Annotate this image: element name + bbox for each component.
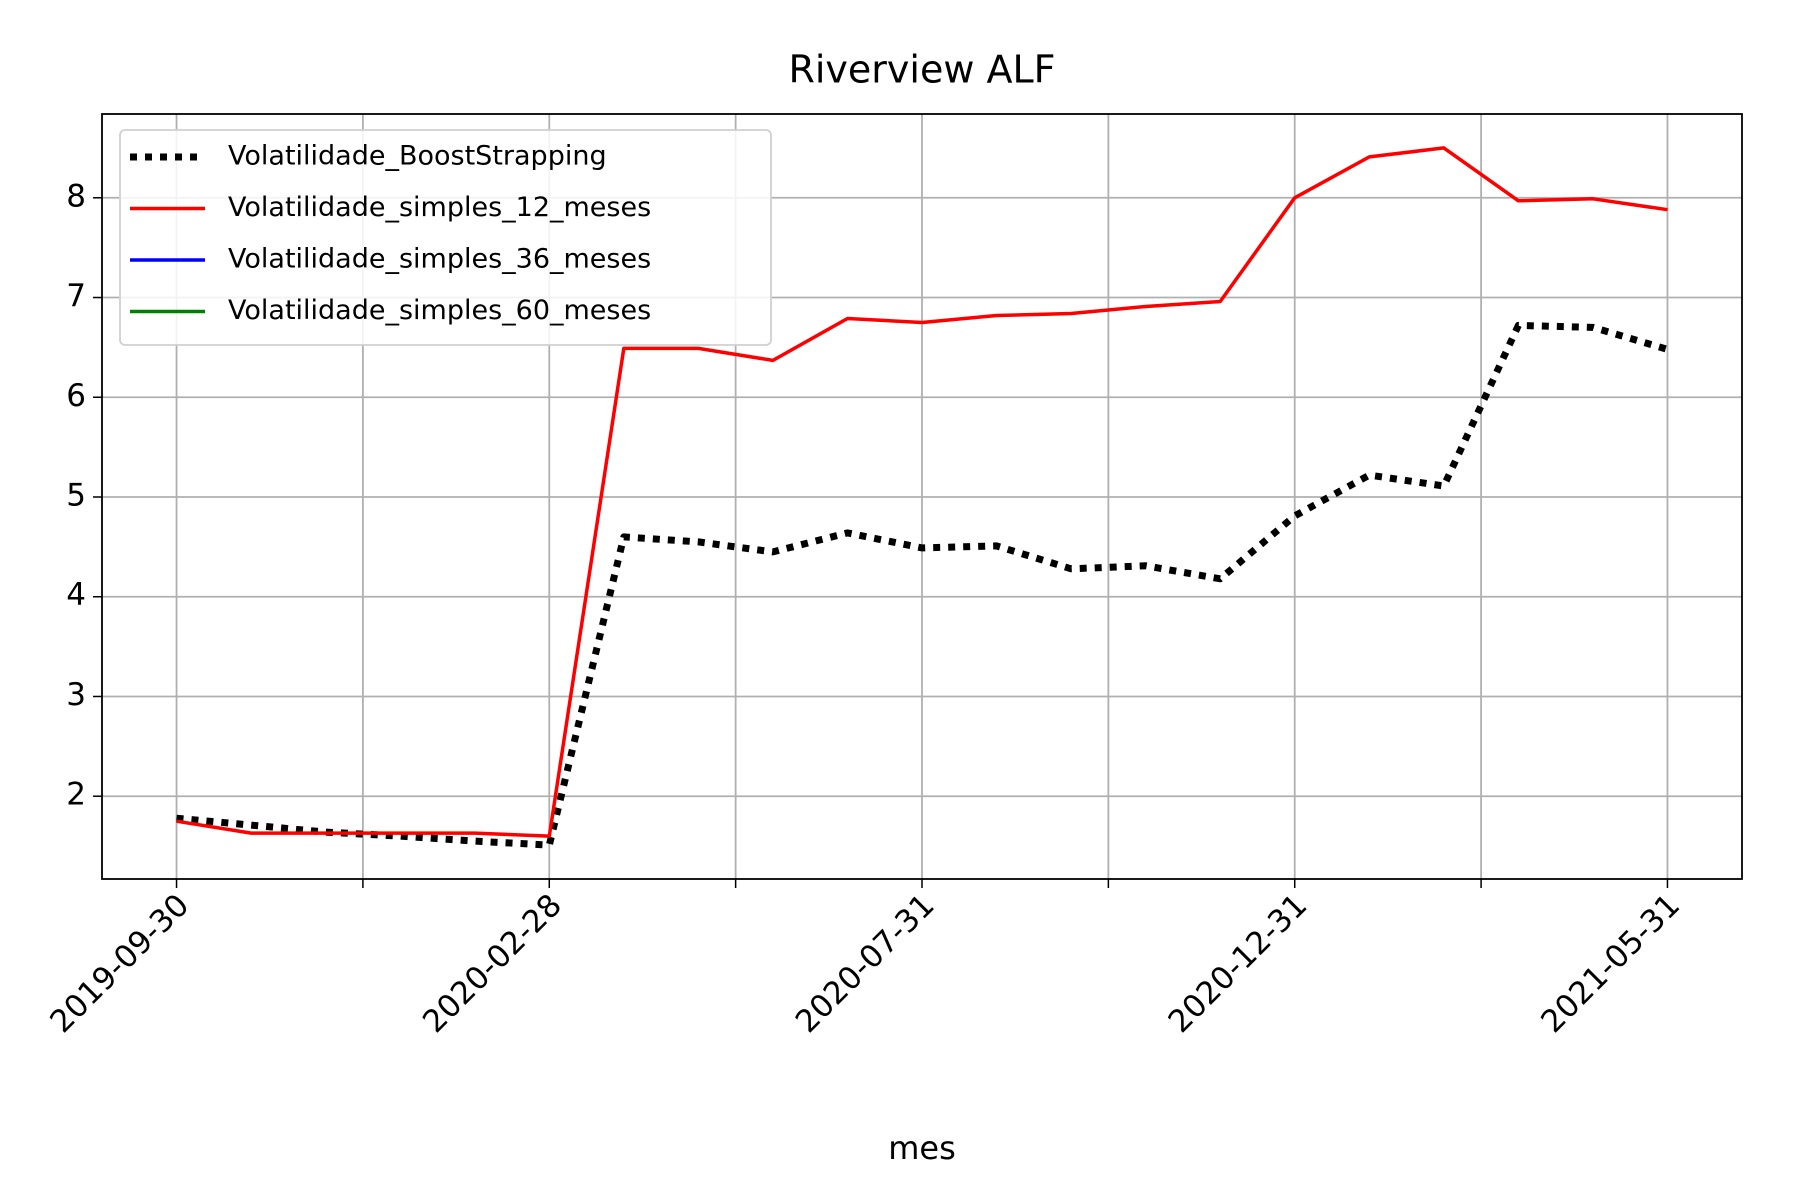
y-tick-label: 8: [66, 178, 86, 214]
line-series: [176, 321, 1669, 849]
legend-label: Volatilidade_simples_60_meses: [228, 295, 651, 326]
legend: Volatilidade_BoostStrapping Volatilidade_…: [119, 129, 772, 346]
y-tick-label: 3: [66, 677, 86, 713]
y-tick-label: 6: [66, 378, 86, 414]
x-axis-label: mes: [888, 1129, 956, 1167]
plot-frame: [101, 113, 1743, 880]
legend-label: Volatilidade_BoostStrapping: [228, 141, 607, 172]
y-tick-label: 7: [66, 278, 86, 314]
chart-title: Riverview ALF: [788, 48, 1055, 92]
legend-label: Volatilidade_simples_12_meses: [228, 192, 651, 223]
legend-label: Volatilidade_simples_36_meses: [228, 244, 651, 275]
line-series: [176, 146, 1668, 838]
y-tick-label: 4: [66, 577, 86, 613]
legend-box: [119, 129, 772, 346]
y-tick-label: 2: [66, 777, 86, 813]
y-tick-label: 5: [66, 477, 86, 513]
